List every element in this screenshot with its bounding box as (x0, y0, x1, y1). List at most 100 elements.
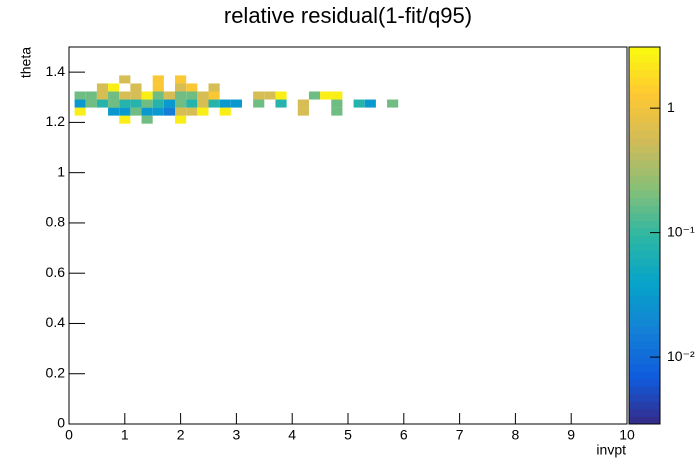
heat-cell (152, 75, 164, 84)
heat-cell (197, 91, 209, 100)
y-tick-label: 1 (57, 163, 65, 179)
color-bar-band (629, 243, 660, 252)
heat-cell (141, 115, 153, 124)
color-bar-band (629, 318, 660, 327)
y-tick-label: 1.2 (46, 113, 66, 129)
heat-cell (119, 99, 131, 108)
heat-cell (141, 107, 153, 116)
color-bar-band (629, 295, 660, 304)
y-tick-label: 1.4 (46, 63, 66, 79)
color-bar-band (629, 205, 660, 214)
color-bar-band (629, 145, 660, 154)
x-axis-label: invpt (596, 442, 626, 458)
z-tick-label: 10⁻² (667, 348, 695, 364)
heat-cell (197, 99, 209, 108)
heat-cell (331, 107, 343, 116)
heat-cell (141, 91, 153, 100)
x-tick-label: 4 (288, 427, 296, 443)
color-bar-band (629, 393, 660, 402)
heat-cell (85, 91, 97, 100)
color-bar-band (629, 235, 660, 244)
heat-cell (74, 91, 86, 100)
color-bar-band (629, 371, 660, 380)
heat-cell (152, 91, 164, 100)
heat-cell (74, 107, 86, 116)
color-bar-band (629, 265, 660, 274)
heat-cell (130, 107, 142, 116)
color-bar-band (629, 212, 660, 221)
color-bar-band (629, 92, 660, 101)
heat-cell (152, 107, 164, 116)
heat-cell (163, 91, 176, 100)
heat-cell (253, 91, 265, 100)
heat-cell (186, 83, 198, 92)
color-bar-band (629, 273, 660, 282)
heat-cell (175, 99, 187, 108)
heat-cell (108, 91, 120, 100)
heat-cell (96, 83, 109, 92)
y-tick-label: 0.6 (46, 264, 66, 280)
color-bar-band (629, 363, 660, 372)
heat-cell (230, 99, 242, 108)
heat-cell (119, 91, 131, 100)
color-bar-band (629, 197, 660, 206)
color-bar-band (629, 288, 660, 297)
color-bar-band (629, 280, 660, 289)
y-tick-label: 0 (57, 415, 65, 431)
z-tick-label: 1 (667, 99, 675, 115)
color-bar-band (629, 227, 660, 236)
chart-title: relative residual(1-fit/q95) (224, 3, 472, 28)
heat-cell (387, 99, 399, 108)
x-tick-label: 9 (567, 427, 575, 443)
color-bar-band (629, 190, 660, 199)
heat-cell (175, 115, 187, 124)
color-bar-band (629, 84, 660, 93)
heat-cell (74, 99, 86, 108)
y-axis-label: theta (18, 47, 34, 78)
heat-cell (219, 99, 231, 108)
heat-cell (175, 91, 187, 100)
color-bar-band (629, 114, 660, 123)
heat-cell (108, 83, 120, 92)
heat-cell (119, 107, 131, 116)
heat-cell (197, 107, 209, 116)
heat-cell (208, 83, 220, 92)
x-tick-label: 1 (121, 427, 129, 443)
heat-cell (175, 83, 187, 92)
color-bar-band (629, 62, 660, 71)
heat-cell (119, 75, 131, 84)
color-bar-band (629, 137, 660, 146)
heat-cell (320, 91, 332, 100)
color-bar-band (629, 182, 660, 191)
heat-cell (186, 99, 198, 108)
heat-cell (208, 99, 220, 108)
heat-cell (141, 99, 153, 108)
color-bar-band (629, 152, 660, 161)
heat-cell (186, 107, 198, 116)
heat-cell (264, 91, 276, 100)
heat-cell (175, 107, 187, 116)
heat-cell (297, 107, 309, 116)
color-bar-band (629, 341, 660, 350)
color-bar-band (629, 107, 660, 116)
heat-cell (364, 99, 376, 108)
heat-cell (85, 99, 97, 108)
x-tick-label: 10 (619, 427, 635, 443)
heat-cell (297, 99, 309, 108)
heat-cell (219, 107, 231, 116)
y-tick-label: 0.4 (46, 314, 66, 330)
heat-cell (152, 83, 164, 92)
x-tick-label: 3 (233, 427, 241, 443)
color-bar-band (629, 303, 660, 312)
y-tick-label: 0.2 (46, 364, 66, 380)
heat-cell (130, 91, 142, 100)
color-bar-band (629, 416, 660, 425)
color-bar-band (629, 99, 660, 108)
x-tick-label: 0 (65, 427, 73, 443)
heat-cell (186, 91, 198, 100)
heat-cell (119, 115, 131, 124)
color-bar-band (629, 122, 660, 131)
heat-cell (253, 99, 265, 108)
